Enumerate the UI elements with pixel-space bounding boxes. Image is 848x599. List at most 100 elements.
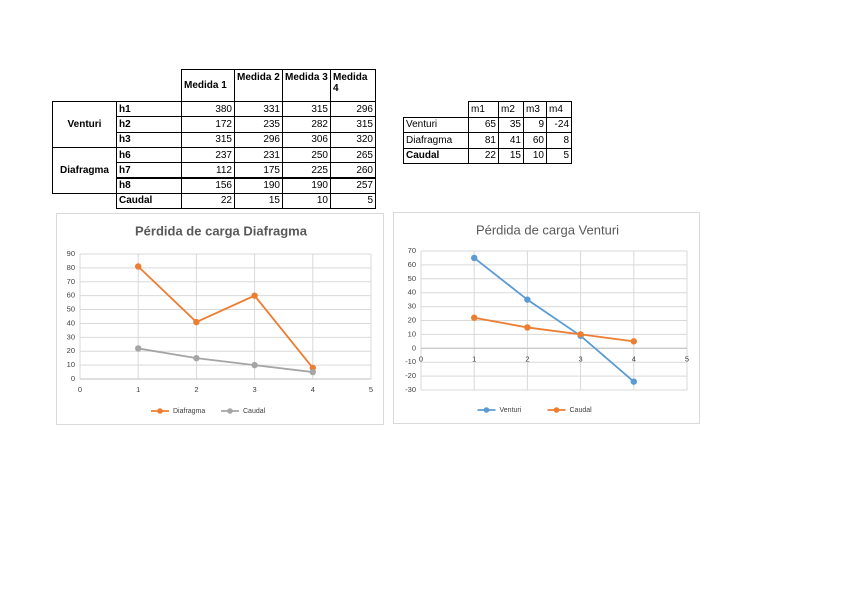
- group-label: Venturi: [52, 101, 117, 148]
- data-point: [471, 254, 478, 262]
- legend-label: Caudal: [570, 407, 593, 414]
- y-tick-label: 80: [67, 263, 75, 272]
- cell-value: -24: [546, 116, 572, 133]
- y-tick-label: 70: [408, 246, 416, 255]
- legend-label: Venturi: [500, 407, 522, 414]
- cell-value: 257: [330, 177, 376, 194]
- data-point: [471, 314, 478, 321]
- series-line: [137, 265, 314, 369]
- x-tick-label: 2: [194, 385, 198, 394]
- y-tick-label: 0: [412, 343, 416, 352]
- cell-value: 306: [282, 131, 331, 148]
- x-tick-label: 5: [369, 385, 373, 394]
- cell-value: 65: [468, 116, 499, 133]
- data-point: [251, 361, 258, 369]
- legend-marker: [157, 408, 163, 414]
- row-label: h1: [116, 101, 182, 118]
- data-point: [577, 331, 584, 338]
- chart-title: Pérdida de carga Diafragma: [135, 223, 308, 238]
- x-tick-label: 3: [253, 385, 257, 394]
- cell-value: 235: [234, 116, 283, 133]
- column-header: Medida 4: [330, 69, 376, 102]
- x-tick-label: 3: [579, 354, 583, 363]
- cell-value: 320: [330, 131, 376, 148]
- x-tick-label: 4: [311, 385, 315, 394]
- cell-value: 35: [498, 116, 524, 133]
- y-tick-label: 30: [408, 302, 416, 311]
- cell-value: 22: [181, 192, 235, 210]
- row-label: h8: [116, 177, 182, 194]
- cell-value: 225: [282, 162, 331, 179]
- cell-value: 260: [330, 162, 376, 179]
- series-line: [474, 316, 634, 343]
- cell-value: 22: [468, 147, 499, 164]
- cell-value: 315: [330, 116, 376, 133]
- cell-value: 190: [234, 177, 283, 194]
- y-tick-label: 40: [67, 318, 75, 327]
- cell-value: 10: [282, 192, 331, 210]
- row-label: Diafragma: [403, 132, 469, 149]
- cell-value: 8: [546, 132, 572, 149]
- y-tick-label: -10: [405, 357, 416, 366]
- legend-label: Caudal: [243, 408, 266, 415]
- legend-label: Diafragma: [173, 408, 205, 415]
- column-header: Medida 2: [234, 69, 283, 102]
- cell-value: 81: [468, 132, 499, 149]
- cell-value: 15: [498, 147, 524, 164]
- column-header: m3: [523, 101, 547, 118]
- row-label: Caudal: [403, 147, 469, 164]
- data-point: [524, 324, 531, 331]
- data-point: [193, 318, 200, 326]
- cell-value: 315: [181, 131, 235, 148]
- y-tick-label: 20: [408, 315, 416, 324]
- x-tick-label: 0: [419, 354, 423, 363]
- column-header: m2: [498, 101, 524, 118]
- cell-value: 237: [181, 146, 235, 164]
- cell-value: 41: [498, 132, 524, 149]
- y-tick-label: 50: [67, 305, 75, 314]
- row-label: Venturi: [403, 116, 469, 133]
- chart: Pérdida de carga Venturi-30-20-100102030…: [393, 212, 700, 424]
- y-tick-label: -20: [405, 371, 416, 380]
- series-line: [473, 257, 635, 383]
- y-tick-label: 10: [408, 329, 416, 338]
- data-point: [135, 345, 142, 352]
- y-tick-label: 20: [67, 346, 75, 355]
- chart: Pérdida de carga Diafragma01020304050607…: [56, 213, 384, 425]
- x-tick-label: 1: [136, 385, 140, 394]
- cell-value: 156: [181, 177, 235, 194]
- column-header: Medida 1: [181, 69, 235, 102]
- cell-value: 331: [234, 101, 283, 118]
- y-tick-label: 70: [67, 277, 75, 286]
- y-tick-label: 50: [408, 274, 416, 283]
- y-tick-label: 40: [408, 288, 416, 297]
- row-label: Caudal: [116, 192, 182, 210]
- row-label: h3: [116, 131, 182, 148]
- x-tick-label: 1: [472, 354, 476, 363]
- cell-value: 296: [330, 101, 376, 118]
- data-point: [135, 263, 142, 270]
- cell-value: 315: [282, 101, 331, 118]
- group-label: Diafragma: [52, 146, 117, 194]
- cell-value: 231: [234, 146, 283, 164]
- cell-value: 5: [330, 192, 376, 210]
- cell-value: 190: [282, 177, 331, 194]
- cell-value: 9: [523, 116, 547, 133]
- data-point: [630, 378, 637, 385]
- row-label: h2: [116, 116, 182, 133]
- x-tick-label: 0: [78, 385, 82, 394]
- data-point: [193, 354, 200, 362]
- data-point: [524, 296, 531, 303]
- y-tick-label: 10: [67, 360, 75, 369]
- column-header: m1: [468, 101, 499, 118]
- cell-value: 172: [181, 116, 235, 133]
- cell-value: 175: [234, 162, 283, 179]
- x-tick-label: 2: [525, 354, 529, 363]
- legend-marker: [483, 407, 490, 413]
- data-point: [630, 338, 637, 345]
- y-tick-label: 60: [408, 260, 416, 269]
- data-point: [309, 368, 316, 376]
- cell-value: 5: [546, 147, 572, 164]
- data-point: [251, 292, 258, 299]
